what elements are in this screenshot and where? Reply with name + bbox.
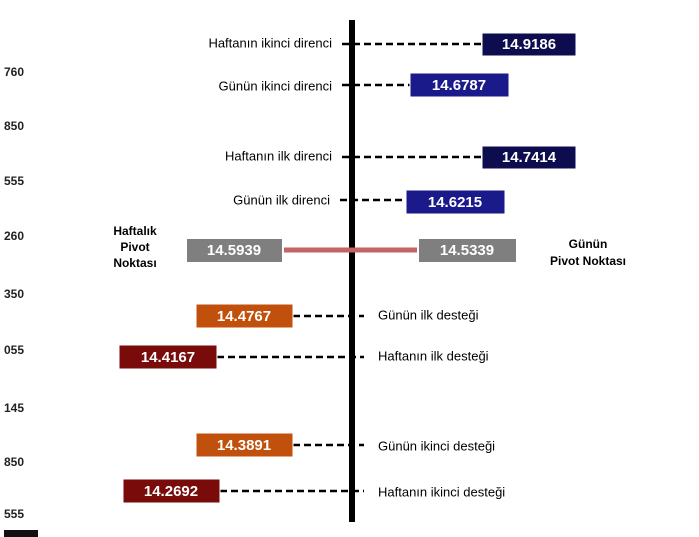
level-box [122, 478, 221, 504]
pivot-label: Pivot Noktası [550, 254, 626, 268]
axis-label: 555 [4, 507, 24, 521]
pivot-value: 14.5939 [207, 242, 261, 259]
level-box [195, 432, 294, 458]
axis-label: 760 [4, 65, 24, 79]
pivot-box [417, 237, 518, 264]
axis-label: 055 [4, 343, 24, 357]
pivot-label: Pivot [120, 240, 149, 254]
level-label: Haftanın ilk direnci [225, 148, 332, 163]
level-label: Günün ikinci desteği [378, 438, 495, 453]
level-value: 14.2692 [144, 483, 198, 500]
axis-label: 145 [4, 401, 24, 415]
level-value: 14.9186 [502, 36, 556, 53]
axis-label: 850 [4, 119, 24, 133]
pivot-box [185, 237, 284, 264]
level-value: 14.4167 [141, 349, 195, 366]
level-value: 14.4767 [217, 308, 271, 325]
level-label: Günün ilk desteği [378, 307, 479, 322]
level-value: 14.6787 [432, 77, 486, 94]
level-value: 14.7414 [502, 149, 557, 166]
level-box [405, 189, 506, 215]
level-box [481, 32, 577, 57]
pivot-label: Noktası [113, 256, 156, 270]
level-label: Haftanın ikinci desteği [378, 484, 505, 499]
level-box [409, 72, 510, 98]
axis-label: 555 [4, 174, 24, 188]
axis-label: 850 [4, 455, 24, 469]
axis-clip [4, 530, 38, 537]
level-label: Günün ikinci direnci [219, 78, 333, 93]
pivot-label: Haftalık [113, 224, 157, 238]
left-axis: 760 850 555 260 350 055 145 850 555 [4, 65, 38, 537]
level-box [118, 344, 218, 370]
level-label: Haftanın ikinci direnci [208, 35, 332, 50]
level-value: 14.6215 [428, 194, 482, 211]
level-value: 14.3891 [217, 437, 271, 454]
pivot-value: 14.5339 [440, 242, 494, 259]
level-box [481, 145, 577, 170]
axis-label: 260 [4, 229, 24, 243]
axis-label: 350 [4, 287, 24, 301]
level-label: Haftanın ilk desteği [378, 348, 489, 363]
level-label: Günün ilk direnci [233, 192, 330, 207]
level-box [195, 303, 294, 329]
pivot-label: Günün [569, 237, 608, 251]
